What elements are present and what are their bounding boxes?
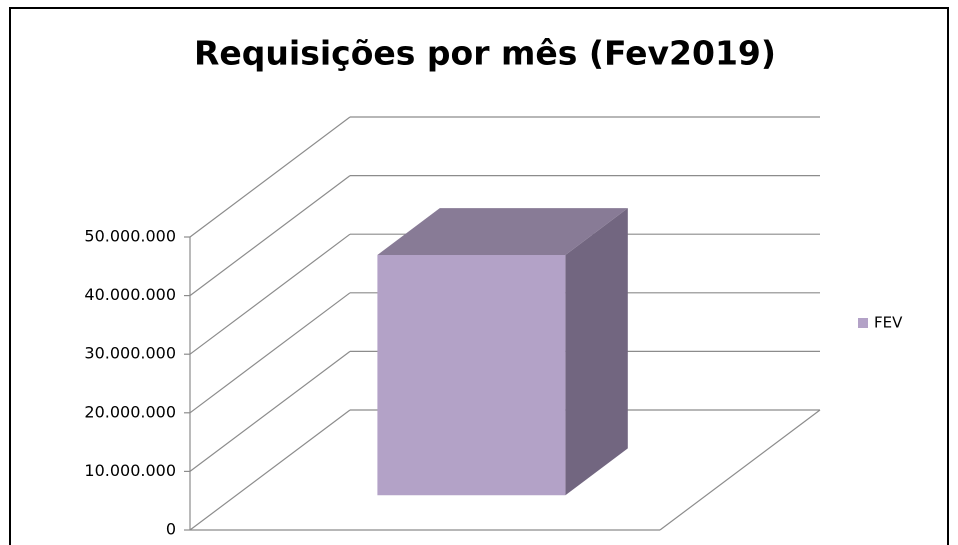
grid-line	[189, 175, 351, 297]
grid-line	[189, 409, 351, 531]
grid-line	[189, 233, 351, 355]
grid-line	[189, 292, 351, 414]
bar	[377, 208, 628, 496]
y-tick-label: 0	[166, 520, 176, 539]
grid-line	[189, 350, 351, 472]
legend-swatch	[858, 318, 868, 328]
bar-side	[565, 208, 628, 496]
y-tick-label: 20.000.000	[84, 402, 176, 421]
grid-line	[189, 116, 351, 238]
floor-edge	[659, 409, 821, 531]
legend-label: FEV	[874, 314, 903, 332]
y-tick-label: 40.000.000	[84, 285, 176, 304]
chart-title: Requisições por mês (Fev2019)	[194, 34, 776, 73]
y-tick-label: 10.000.000	[84, 461, 176, 480]
bar-front	[377, 254, 566, 496]
bar-top	[377, 208, 628, 255]
y-tick-label: 50.000.000	[84, 227, 176, 246]
y-tick-label: 30.000.000	[84, 344, 176, 363]
